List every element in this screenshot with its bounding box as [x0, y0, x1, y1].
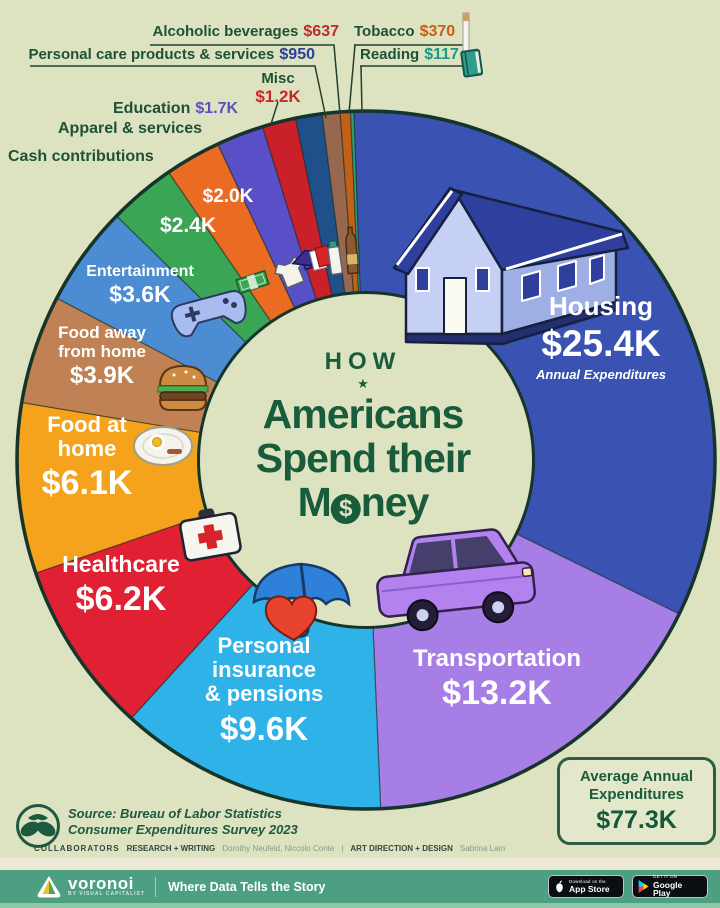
leader-line-misc — [270, 101, 279, 125]
housing-label: Housing $25.4K Annual Expenditures — [535, 291, 667, 382]
first-aid-kit-icon — [179, 508, 242, 562]
voronoi-brand[interactable]: voronoi BY VISUAL CAPITALIST — [36, 874, 145, 900]
badge-line-1: GET IT ON — [652, 874, 678, 880]
label-reading: Reading $117 — [360, 46, 459, 64]
car-icon — [376, 528, 536, 632]
food-away-label: Food away from home $3.9K — [58, 323, 146, 389]
brand-subtitle: BY VISUAL CAPITALIST — [68, 891, 145, 897]
dollar-coin-icon: $ — [330, 494, 361, 524]
apple-icon — [556, 880, 563, 893]
design-names: Sabrina Lam — [459, 844, 506, 853]
research-names: Dorothy Neufeld, Niccolo Conte — [222, 844, 335, 853]
umbrella-heart-icon — [252, 562, 351, 642]
healthcare-label: Healthcare $6.2K — [62, 551, 180, 618]
category-name: Cash contributions — [8, 148, 154, 165]
category-name: Apparel & services — [58, 120, 203, 137]
category-value: $117 — [424, 46, 459, 63]
star-icon: ★ — [357, 376, 369, 391]
cigarette-icon — [462, 12, 470, 52]
play-store-icon — [638, 880, 649, 893]
category-name: Reading — [360, 46, 420, 63]
divider-strip — [0, 858, 720, 870]
game-controller-icon — [170, 290, 247, 338]
entertainment-label: Entertainment $3.6K — [86, 263, 194, 307]
category-value: $950 — [279, 46, 315, 63]
summary-value: $77.3K — [596, 805, 677, 834]
label-alcoholic-beverages: Alcoholic beverages $637 — [153, 23, 340, 41]
badge-line-2: App Store — [569, 884, 610, 894]
apparel-value: $2.0K — [202, 186, 254, 207]
money-bills-icon — [235, 269, 270, 295]
category-value: $1.2K — [255, 87, 301, 106]
lotion-icon — [327, 240, 343, 276]
label-personal-care: Personal care products & services $950 — [28, 46, 315, 64]
title-line-2: Spend their — [255, 435, 472, 481]
category-value: $1.7K — [195, 100, 239, 117]
title-kicker: HOW — [324, 348, 402, 375]
page-title: HOW ★ Americans Spend their M $ ney — [256, 348, 471, 524]
collaborators-row: COLLABORATORS RESEARCH + WRITING Dorothy… — [34, 844, 505, 853]
average-expenditures-box: Average Annual Expenditures $77.3K — [557, 757, 716, 845]
category-value: $637 — [303, 23, 339, 40]
cash-value: $2.4K — [159, 214, 217, 237]
transportation-label: Transportation $13.2K — [412, 645, 582, 712]
label-cash-contributions: Cash contributions — [8, 148, 154, 166]
money-post: ney — [360, 479, 430, 525]
category-name: Education — [113, 100, 191, 117]
label-tobacco: Tobacco $370 — [354, 23, 455, 41]
outer-ring-outline — [15, 109, 717, 811]
app-store-badge[interactable]: Download on the App Store — [548, 875, 624, 898]
burger-icon — [157, 364, 209, 411]
voronoi-logo — [37, 875, 61, 897]
insurance-label: Personal insurance & pensions $9.6K — [204, 633, 324, 748]
source-line-1: Source: Bureau of Labor Statistics — [68, 806, 282, 821]
source-logo — [16, 804, 60, 848]
design-label: ART DIRECTION + DESIGN — [350, 844, 453, 853]
category-name: Tobacco — [354, 23, 415, 40]
category-value: $370 — [419, 23, 456, 40]
footer-tagline: Where Data Tells the Story — [167, 879, 326, 894]
google-play-badge[interactable]: GET IT ON Google Play — [632, 875, 708, 898]
leader-line-tobacco — [348, 44, 356, 114]
inner-ring-outline — [197, 291, 535, 629]
footer-bar: voronoi BY VISUAL CAPITALIST Where Data … — [0, 870, 720, 903]
bottle-icon — [345, 226, 359, 275]
badge-line-1: Download on the — [569, 878, 606, 884]
leader-lines — [30, 44, 464, 125]
summary-line-2: Expenditures — [588, 785, 685, 803]
label-education: Education $1.7K — [113, 100, 238, 118]
source-note: Source: Bureau of Labor Statistics Consu… — [68, 806, 298, 838]
leader-line-reading — [360, 65, 363, 114]
separator: | — [341, 844, 344, 853]
brand-name: voronoi — [68, 874, 134, 893]
collaborators-heading: COLLABORATORS — [34, 844, 120, 853]
money-pre: M — [297, 479, 332, 525]
badge-line-2: Google Play — [652, 879, 683, 899]
house-icon — [392, 186, 630, 346]
food-at-home-label: Food at home $6.1K — [41, 412, 133, 503]
footer-bottom-strip — [0, 903, 720, 908]
category-name: Alcoholic beverages — [152, 23, 299, 40]
title-line-3: M $ ney — [256, 480, 471, 524]
category-name: Misc — [261, 70, 295, 87]
research-label: RESEARCH + WRITING — [126, 844, 216, 853]
label-apparel: Apparel & services — [58, 120, 202, 138]
source-line-2: Consumer Expenditures Survey 2023 — [68, 822, 298, 837]
summary-line-1: Average Annual — [579, 767, 694, 785]
footer-divider — [154, 876, 156, 897]
label-misc: Misc $1.2K — [255, 70, 300, 107]
title-line-1: Americans — [262, 391, 465, 437]
book-icon — [460, 48, 484, 78]
breakfast-plate-icon — [133, 426, 193, 466]
category-name: Personal care products & services — [28, 46, 275, 63]
leader-line-personal-care — [30, 65, 327, 119]
leader-line-alcoholic — [150, 44, 341, 115]
